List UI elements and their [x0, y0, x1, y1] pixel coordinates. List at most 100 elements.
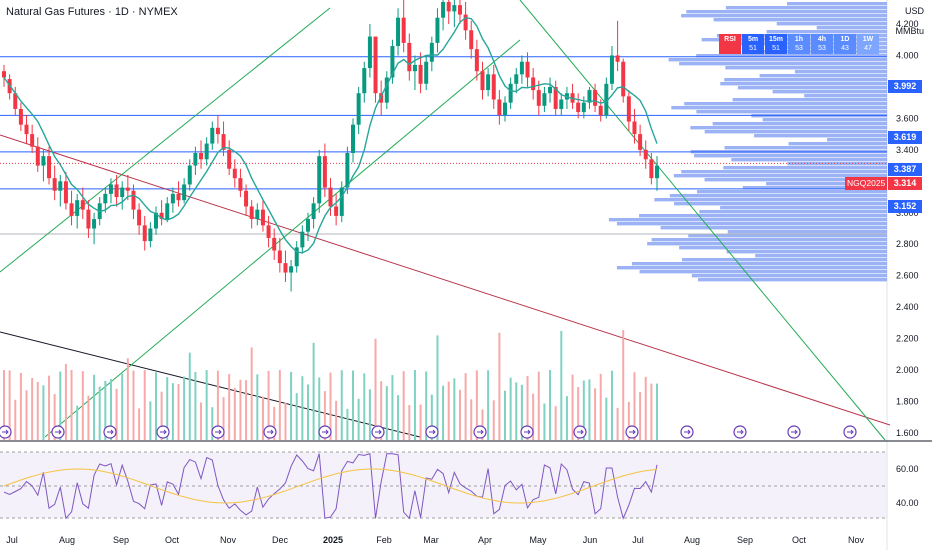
candle-body: [407, 42, 412, 72]
indicator-chip-1w[interactable]: 1W 47: [857, 34, 879, 54]
indicator-chip-5m[interactable]: 5m 51: [742, 34, 764, 54]
candle-body: [41, 156, 46, 166]
volume-profile-bar: [669, 194, 887, 198]
candle-body: [92, 219, 97, 229]
candle-body: [58, 181, 63, 191]
volume-profile-bar: [608, 218, 887, 222]
volume-bar: [138, 408, 141, 440]
event-arrow-icon: [684, 429, 691, 435]
time-tick-label: Oct: [165, 535, 180, 545]
candle-body: [103, 193, 108, 204]
candle-body: [643, 149, 648, 160]
volume-profile-bar: [732, 98, 887, 102]
volume-profile-bar: [726, 250, 887, 254]
candle-body: [204, 143, 209, 160]
candle-body: [587, 90, 592, 103]
time-tick-label: Sep: [737, 535, 753, 545]
event-arrow-icon: [322, 429, 329, 435]
volume-bar: [627, 401, 630, 440]
time-tick-label: Dec: [272, 535, 289, 545]
volume-bar: [549, 370, 552, 440]
candle-body: [474, 49, 479, 72]
volume-bar: [425, 371, 428, 440]
volume-bar: [650, 383, 653, 440]
volume-bar: [143, 370, 146, 440]
price-tick-label: 4.200: [896, 19, 919, 29]
indicator-chip-1d[interactable]: 1D 43: [834, 34, 856, 54]
volume-profile-bar: [725, 66, 887, 70]
candle-body: [626, 96, 631, 122]
candle-body: [131, 190, 136, 210]
volume-profile-bar: [759, 74, 887, 78]
volume-bar: [76, 405, 79, 440]
time-tick-label: Jun: [583, 535, 598, 545]
volume-bar: [166, 377, 169, 440]
price-tag: 3.992: [888, 80, 922, 93]
volume-bar: [622, 330, 625, 440]
volume-profile-bar: [674, 202, 887, 206]
volume-bar: [25, 390, 28, 440]
candles: [2, 0, 659, 292]
time-tick-label: Aug: [684, 535, 700, 545]
indicator-chip-1h[interactable]: 1h 53: [788, 34, 810, 54]
chip-value: 47: [864, 45, 872, 52]
candle-body: [418, 64, 423, 84]
volume-bar: [475, 370, 478, 440]
candle-body: [463, 14, 468, 31]
indicator-chip-4h[interactable]: 4h 53: [811, 34, 833, 54]
price-tag: 3.387: [888, 163, 922, 176]
volume-profile-bar: [776, 22, 887, 26]
volume-profile-bar: [651, 238, 887, 242]
candle-body: [435, 17, 440, 43]
chip-label: 15m: [768, 36, 783, 43]
indicator-chip-rsi[interactable]: RSI: [719, 34, 741, 54]
volume-bar: [526, 375, 529, 440]
volume-bar: [250, 347, 253, 440]
candle-body: [519, 61, 524, 75]
volume-bar: [200, 402, 203, 440]
candle-body: [108, 184, 113, 194]
chip-label: RSI: [724, 36, 736, 43]
candle-body: [351, 124, 356, 153]
volume-profile-bar: [727, 230, 887, 234]
volume-profile-bar: [762, 118, 887, 122]
candle-body: [249, 206, 254, 220]
volume-bar: [306, 384, 309, 440]
candle-body: [272, 237, 277, 251]
candle-body: [125, 187, 130, 191]
volume-bar: [126, 358, 129, 440]
price-tick-label: 1.600: [896, 428, 919, 438]
candle-body: [187, 165, 192, 185]
black-trendline: [0, 331, 421, 438]
event-arrow-icon: [524, 429, 531, 435]
volume-bar: [656, 383, 658, 440]
price-tick-label: 2.000: [896, 365, 919, 375]
price-tag: 3.619: [888, 131, 922, 144]
volume-bar: [582, 380, 585, 440]
event-arrow-icon: [160, 429, 167, 435]
time-tick-label: Nov: [848, 535, 865, 545]
price-tick-label: 2.200: [896, 334, 919, 344]
volume-profile-bar: [724, 78, 887, 82]
volume-bar: [211, 407, 214, 440]
volume-bar: [492, 400, 495, 440]
volume-profile-bar: [724, 146, 887, 150]
volume-profile-bar: [713, 18, 887, 22]
price-tick-label: 4.000: [896, 50, 919, 60]
volume-bar: [177, 384, 180, 440]
candle-body: [35, 146, 40, 166]
volume-bar: [515, 382, 518, 440]
volume-profile-bar: [720, 206, 887, 210]
volume-bar: [256, 374, 259, 440]
volume-bar: [8, 370, 11, 440]
candle-body: [137, 209, 142, 226]
volume-bar: [616, 407, 619, 440]
volume-profile-bar: [684, 102, 887, 106]
volume-profile-bar: [704, 178, 887, 182]
indicator-chip-15m[interactable]: 15m 51: [765, 34, 787, 54]
event-arrow-icon: [577, 429, 584, 435]
volume-bar: [70, 370, 73, 440]
volume-bar: [42, 385, 45, 440]
candle-body: [339, 187, 344, 216]
